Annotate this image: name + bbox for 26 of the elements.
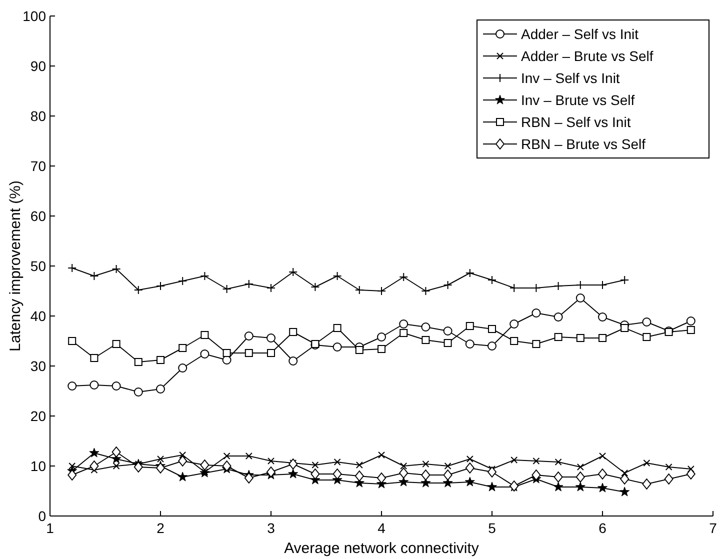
y-tick-label: 20: [30, 408, 46, 424]
x-tick-label: 6: [598, 520, 607, 536]
legend-label: Adder – Self vs Init: [521, 26, 639, 42]
legend-label: RBN – Self vs Init: [521, 114, 631, 130]
y-tick-label: 90: [30, 58, 46, 74]
y-tick-label: 0: [38, 508, 46, 524]
y-axis-title: Latency improvement (%): [7, 180, 24, 352]
legend-label: Inv – Self vs Init: [521, 70, 620, 86]
x-tick-label: 5: [488, 520, 496, 536]
x-tick-label: 1: [46, 520, 54, 536]
y-tick-label: 30: [30, 358, 46, 374]
y-tick-label: 50: [30, 258, 46, 274]
legend-label: RBN – Brute vs Self: [521, 136, 646, 152]
y-tick-label: 60: [30, 208, 46, 224]
legend-label: Inv – Brute vs Self: [521, 92, 635, 108]
y-tick-label: 40: [30, 308, 46, 324]
legend-label: Adder – Brute vs Self: [521, 48, 654, 64]
y-tick-label: 80: [30, 108, 46, 124]
x-tick-label: 2: [156, 520, 165, 536]
x-axis-title: Average network connectivity: [284, 540, 480, 557]
x-tick-label: 4: [378, 520, 386, 536]
y-tick-label: 100: [22, 8, 46, 24]
y-tick-label: 70: [30, 158, 46, 174]
x-tick-label: 7: [709, 520, 718, 536]
x-tick-label: 3: [267, 520, 276, 536]
y-tick-label: 10: [30, 458, 46, 474]
